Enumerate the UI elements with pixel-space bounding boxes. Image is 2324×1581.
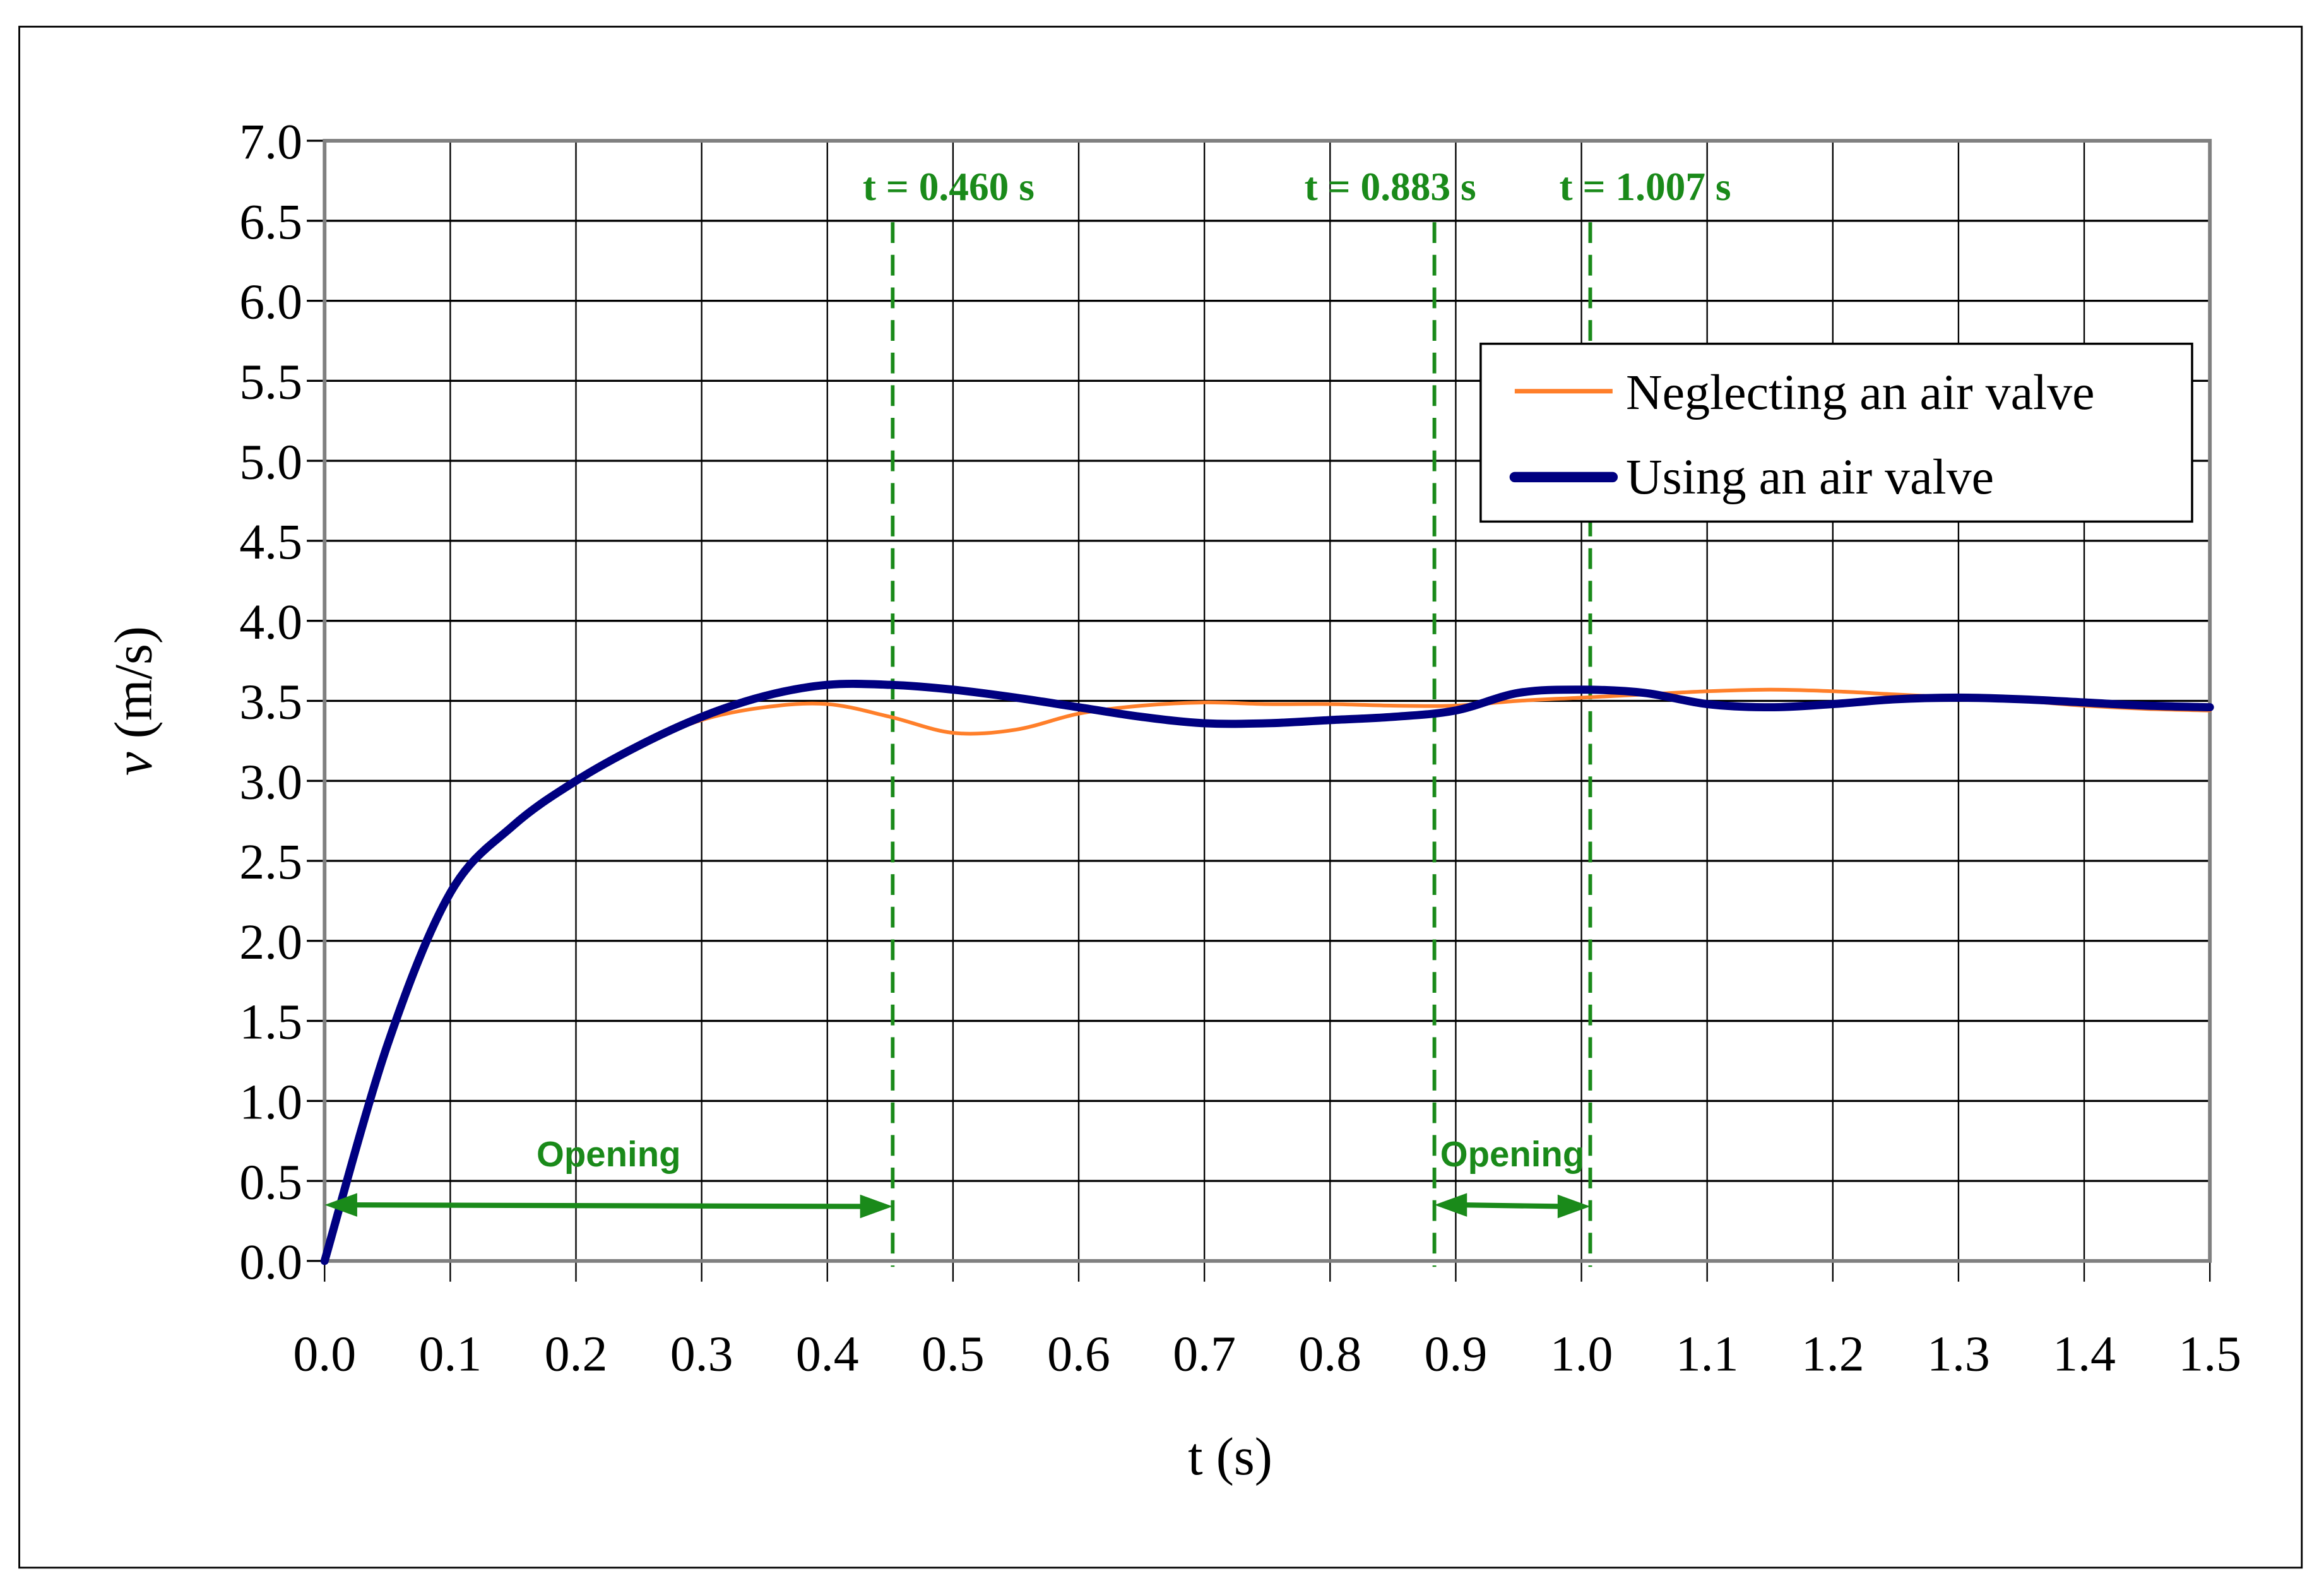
x-tick-label: 0.0	[293, 1327, 356, 1382]
x-tick-label: 0.9	[1425, 1327, 1488, 1382]
x-tick-label: 0.4	[796, 1327, 859, 1382]
x-tick-label: 0.5	[922, 1327, 985, 1382]
event-label: t = 1.007 s	[1559, 165, 1731, 209]
y-tick-label: 6.5	[239, 194, 302, 250]
y-tick-label: 0.0	[239, 1235, 302, 1290]
y-tick-label: 3.5	[239, 675, 302, 730]
event-label: t = 0.883 s	[1305, 165, 1476, 209]
opening-arrows: Opening Opening	[324, 1134, 1591, 1219]
arrow-head-left	[1434, 1193, 1467, 1217]
x-tick-label: 1.0	[1550, 1327, 1613, 1382]
arrow-head-left	[324, 1193, 357, 1217]
series-line-1	[320, 680, 2214, 1265]
arrow-head-right	[1557, 1194, 1591, 1219]
series-lines	[320, 680, 2214, 1265]
x-axis-ticks: 0.0 0.1 0.2 0.3 0.4 0.5 0.6 0.7 0.8 0.9 1.0 1.1 1.2 1…	[293, 1327, 2241, 1382]
x-tick-label: 1.1	[1676, 1327, 1739, 1382]
opening-label: Opening	[537, 1134, 681, 1174]
y-tick-label: 2.0	[239, 915, 302, 970]
arrow-head-right	[860, 1194, 893, 1219]
legend-box	[1479, 342, 2193, 523]
y-tick-label: 6.0	[239, 275, 302, 330]
x-tick-label: 0.8	[1298, 1327, 1361, 1382]
y-axis-label: v (m/s)	[105, 626, 163, 776]
legend: Neglecting an air valve Using an air val…	[1479, 342, 2193, 523]
x-tick-label: 1.3	[1927, 1327, 1990, 1382]
y-tick-label: 5.0	[239, 434, 302, 490]
opening-arrow-shaft	[1461, 1202, 1564, 1209]
y-tick-label: 7.0	[239, 114, 302, 170]
x-tick-label: 0.6	[1047, 1327, 1110, 1382]
y-tick-label: 1.5	[239, 995, 302, 1050]
plot-area-border	[323, 139, 2212, 1263]
opening-arrow-shaft	[351, 1202, 867, 1209]
y-tick-label: 2.5	[239, 834, 302, 890]
y-tick-label: 3.0	[239, 754, 302, 810]
y-tick-label: 0.5	[239, 1154, 302, 1210]
x-tick-label: 0.7	[1173, 1327, 1236, 1382]
legend-label-neglecting: Neglecting an air valve	[1626, 365, 2095, 420]
opening-label: Opening	[1440, 1134, 1585, 1174]
y-tick-label: 4.0	[239, 595, 302, 650]
x-tick-label: 0.2	[545, 1327, 608, 1382]
y-tick-label: 5.5	[239, 355, 302, 410]
chart-frame	[18, 25, 2303, 1569]
x-tick-label: 1.5	[2178, 1327, 2241, 1382]
legend-label-using: Using an air valve	[1626, 449, 1994, 505]
x-tick-label: 0.1	[418, 1327, 482, 1382]
x-tick-label: 1.2	[1801, 1327, 1865, 1382]
x-tick-label: 1.4	[2053, 1327, 2116, 1382]
event-label: t = 0.460 s	[863, 165, 1035, 209]
y-axis-ticks: 0.0 0.5 1.0 1.5 2.0 2.5 3.0 3.5 4.0 4.5 5.0 5.5 6.0 6…	[239, 114, 302, 1290]
x-axis-label: t (s)	[1188, 1428, 1272, 1486]
y-tick-label: 1.0	[239, 1075, 302, 1130]
y-tick-label: 4.5	[239, 514, 302, 570]
x-tick-label: 0.3	[670, 1327, 733, 1382]
